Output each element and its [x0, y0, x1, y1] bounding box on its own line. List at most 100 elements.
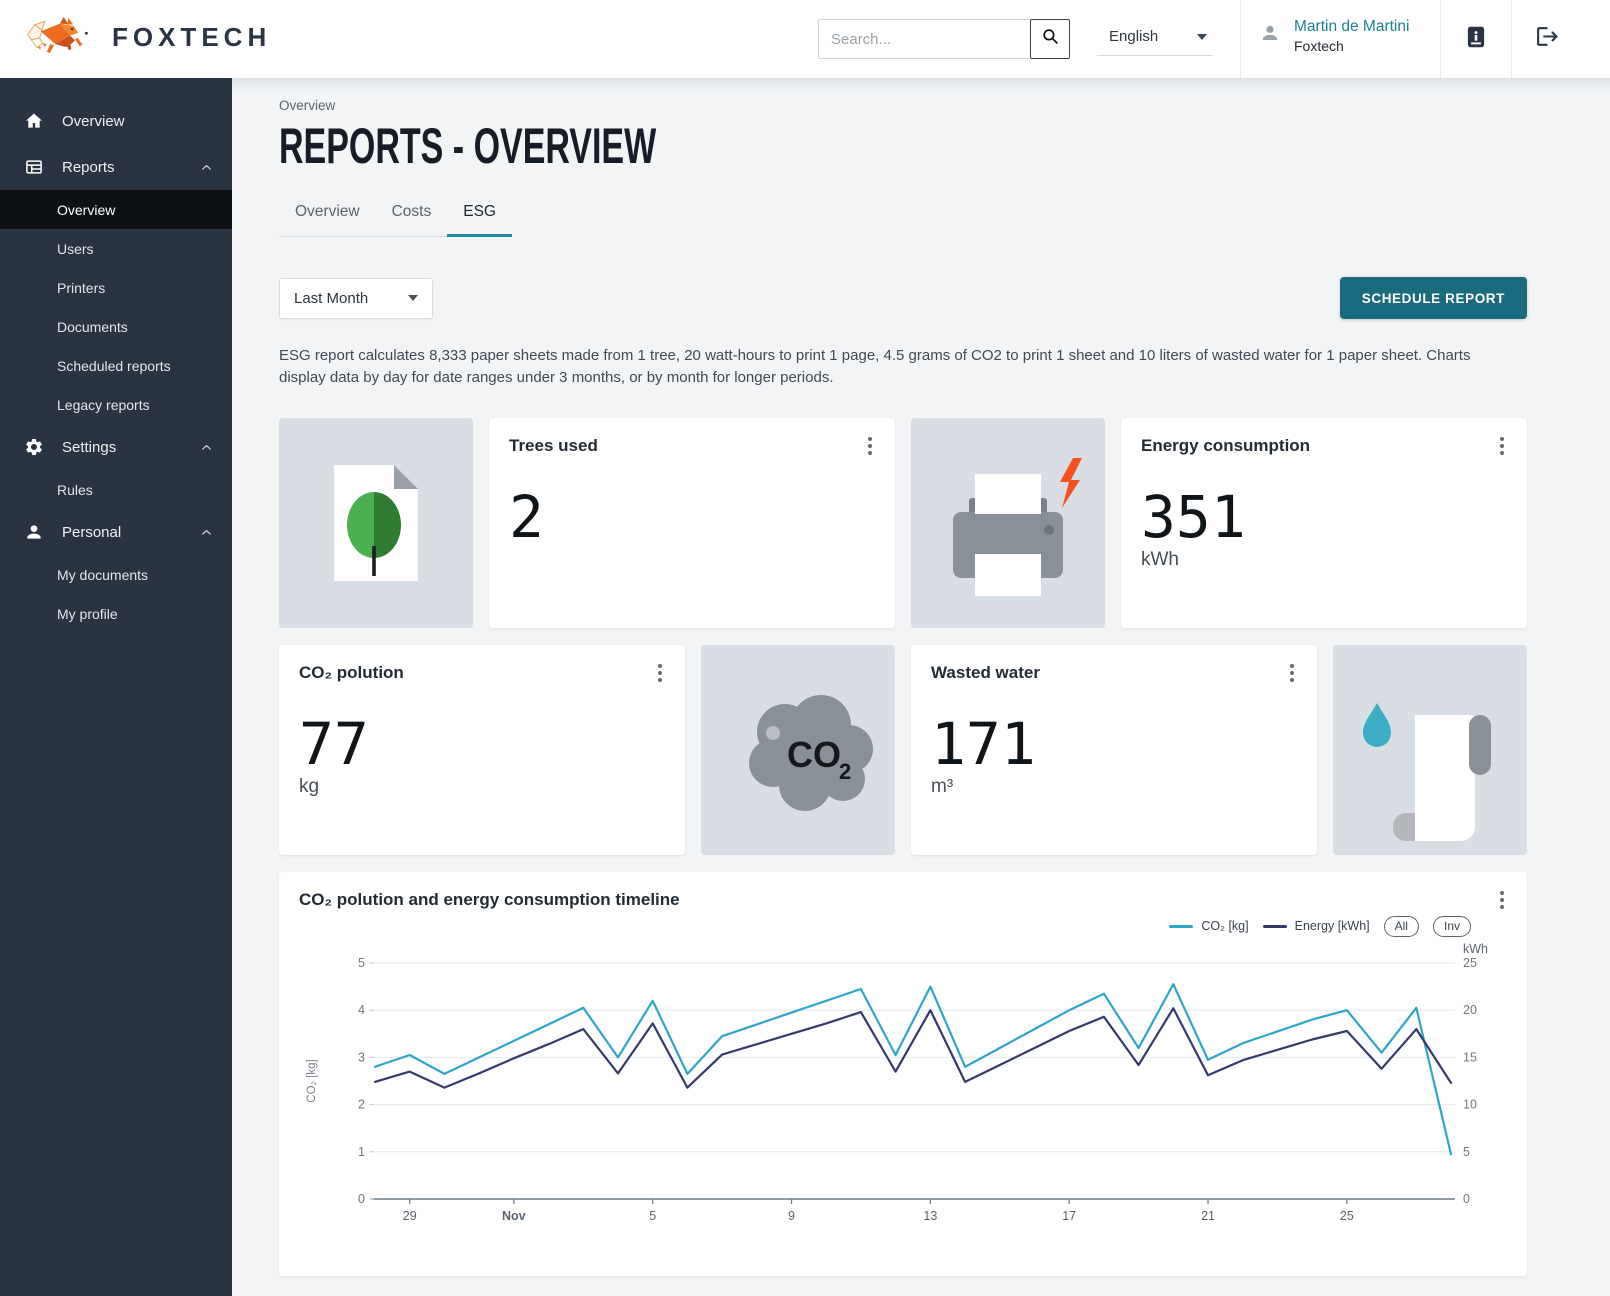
svg-text:13: 13	[923, 1209, 937, 1223]
breadcrumb[interactable]: Overview	[279, 98, 1527, 113]
chevron-up-icon	[199, 525, 214, 540]
svg-text:15: 15	[1463, 1050, 1477, 1064]
svg-text:1: 1	[358, 1144, 365, 1158]
home-icon	[24, 111, 46, 131]
sidebar-subitem-my-documents[interactable]: My documents	[0, 555, 232, 594]
svg-text:29: 29	[403, 1209, 417, 1223]
tree-paper-icon	[279, 418, 473, 628]
sidebar-item-label: Overview	[62, 113, 214, 130]
legend-label: CO₂ [kg]	[1201, 919, 1248, 933]
chevron-down-icon	[408, 295, 418, 301]
svg-text:17: 17	[1062, 1209, 1076, 1223]
user-name: Martin de Martini	[1294, 17, 1409, 38]
svg-text:21: 21	[1201, 1209, 1215, 1223]
trees-used-card: Trees used 2	[489, 418, 895, 628]
period-select-value: Last Month	[294, 290, 368, 307]
svg-text:0: 0	[358, 1192, 365, 1206]
brand-logo[interactable]: FOXTECH	[24, 14, 271, 61]
header-divider	[1511, 0, 1512, 78]
chart-title: CO₂ polution and energy consumption time…	[299, 890, 1507, 910]
card-title: Energy consumption	[1141, 436, 1507, 456]
tabs: OverviewCostsESG	[279, 193, 512, 237]
water-paper-icon	[1333, 645, 1527, 855]
sidebar-subitem-rules[interactable]: Rules	[0, 470, 232, 509]
kebab-menu-icon[interactable]	[649, 661, 671, 685]
svg-text:25: 25	[1463, 956, 1477, 970]
tab-esg[interactable]: ESG	[447, 193, 512, 237]
tab-overview[interactable]: Overview	[279, 193, 376, 237]
svg-text:4: 4	[358, 1003, 365, 1017]
sidebar-subitem-documents[interactable]: Documents	[0, 307, 232, 346]
svg-text:9: 9	[788, 1209, 795, 1223]
sidebar-nav: OverviewReportsOverviewUsersPrintersDocu…	[0, 78, 232, 1296]
sidebar-subitem-users[interactable]: Users	[0, 229, 232, 268]
sidebar-subitem-overview[interactable]: Overview	[0, 190, 232, 229]
search-button[interactable]	[1030, 19, 1070, 59]
kebab-menu-icon[interactable]	[1491, 888, 1513, 912]
card-value: 2	[509, 486, 875, 550]
search-input[interactable]	[818, 19, 1030, 59]
sidebar-item-settings[interactable]: Settings	[0, 424, 232, 470]
chevron-up-icon	[199, 440, 214, 455]
svg-text:Nov: Nov	[502, 1209, 526, 1223]
sidebar-item-reports[interactable]: Reports	[0, 144, 232, 190]
sidebar-item-label: Reports	[62, 159, 199, 176]
sidebar-item-label: Personal	[62, 524, 199, 541]
help-manual-button[interactable]	[1461, 24, 1491, 54]
co2-cloud-icon: CO 2	[701, 645, 895, 855]
header-divider	[1440, 0, 1441, 78]
wasted-water-card: Wasted water 171 m³	[911, 645, 1317, 855]
co2-energy-timeline-card: CO₂ polution and energy consumption time…	[279, 872, 1527, 1276]
language-value: English	[1109, 28, 1158, 45]
svg-text:3: 3	[358, 1050, 365, 1064]
schedule-report-button[interactable]: SCHEDULE REPORT	[1340, 277, 1527, 319]
svg-text:5: 5	[649, 1209, 656, 1223]
sidebar-item-personal[interactable]: Personal	[0, 509, 232, 555]
chart-range-button-all[interactable]: All	[1384, 916, 1419, 937]
card-value: 171	[931, 713, 1297, 777]
card-title: CO₂ polution	[299, 663, 665, 683]
card-unit: kg	[299, 776, 665, 798]
fox-logo-icon	[24, 14, 102, 61]
sidebar-item-label: Settings	[62, 439, 199, 456]
chart-range-button-inv[interactable]: Inv	[1433, 916, 1471, 937]
timeline-chart-svg: 29Nov59131721250123450510152025kWhCO₂ [k…	[299, 937, 1507, 1239]
printer-energy-icon	[911, 418, 1105, 628]
info-book-icon	[1463, 24, 1489, 55]
card-unit: kWh	[1141, 549, 1507, 571]
svg-text:CO₂ [kg]: CO₂ [kg]	[306, 1059, 318, 1102]
svg-text:kWh: kWh	[1463, 942, 1488, 956]
kebab-menu-icon[interactable]	[1281, 661, 1303, 685]
app-header: FOXTECH English Martin de Martini Foxtec…	[0, 0, 1610, 78]
card-title: Wasted water	[931, 663, 1297, 683]
tab-costs[interactable]: Costs	[376, 193, 448, 237]
user-menu[interactable]: Martin de Martini Foxtech	[1258, 17, 1409, 54]
main-content: Overview REPORTS - OVERVIEW OverviewCost…	[232, 78, 1610, 1296]
svg-text:2: 2	[358, 1097, 365, 1111]
page-title: REPORTS - OVERVIEW	[279, 123, 1527, 171]
header-divider	[1240, 0, 1241, 78]
logout-button[interactable]	[1532, 24, 1562, 54]
chevron-down-icon	[1197, 34, 1207, 40]
search-bar	[818, 19, 1070, 59]
sidebar-subitem-scheduled-reports[interactable]: Scheduled reports	[0, 346, 232, 385]
sidebar-item-overview[interactable]: Overview	[0, 98, 232, 144]
language-select[interactable]: English	[1097, 22, 1213, 56]
timeline-chart: 29Nov59131721250123450510152025kWhCO₂ [k…	[299, 937, 1507, 1244]
svg-text:CO: CO	[787, 734, 841, 775]
user-avatar-icon	[1258, 21, 1282, 50]
brand-name: FOXTECH	[112, 22, 271, 53]
card-unit: m³	[931, 776, 1297, 798]
kebab-menu-icon[interactable]	[1491, 434, 1513, 458]
card-title: Trees used	[509, 436, 875, 456]
kebab-menu-icon[interactable]	[859, 434, 881, 458]
sidebar-subitem-my-profile[interactable]: My profile	[0, 594, 232, 633]
legend-item[interactable]: Energy [kWh]	[1263, 919, 1370, 933]
sidebar-subitem-printers[interactable]: Printers	[0, 268, 232, 307]
svg-text:25: 25	[1340, 1209, 1354, 1223]
svg-text:5: 5	[1463, 1144, 1470, 1158]
period-select[interactable]: Last Month	[279, 278, 433, 319]
sidebar-subitem-legacy-reports[interactable]: Legacy reports	[0, 385, 232, 424]
legend-item[interactable]: CO₂ [kg]	[1169, 919, 1248, 933]
legend-swatch	[1263, 925, 1287, 928]
